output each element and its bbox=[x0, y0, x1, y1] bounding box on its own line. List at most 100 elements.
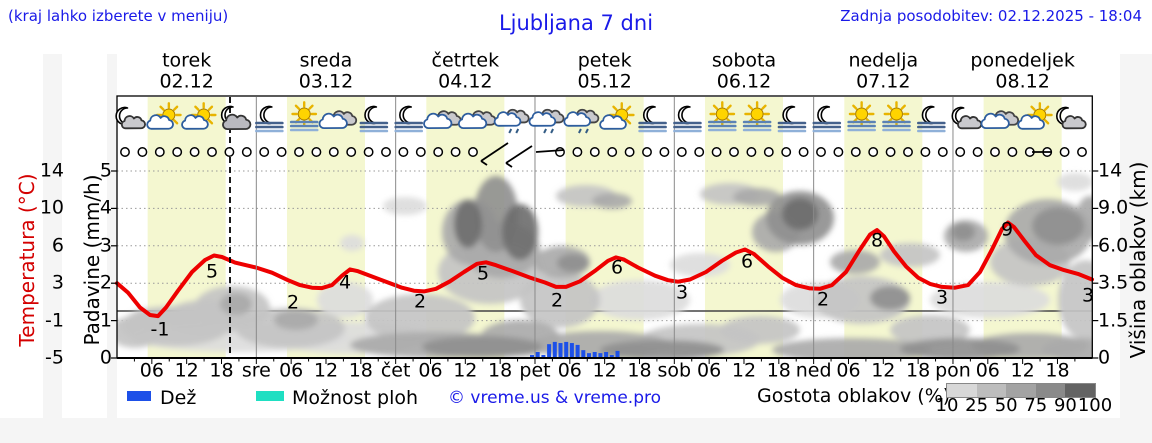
rain-legend-label: Dež bbox=[160, 387, 197, 409]
x-label-hour: 18 bbox=[766, 359, 791, 382]
calm-wind-circle bbox=[572, 147, 583, 157]
density-scale-value: 25 bbox=[965, 395, 989, 416]
moon-fog-icon bbox=[359, 105, 389, 133]
calm-wind-circle bbox=[328, 147, 339, 157]
calm-wind-circle bbox=[259, 147, 270, 157]
rain-bar bbox=[552, 341, 557, 358]
day-name-torek: torek bbox=[162, 49, 212, 72]
x-label-hour: 12 bbox=[1010, 359, 1035, 382]
calm-wind-circle bbox=[676, 147, 687, 157]
calm-wind-circle bbox=[955, 147, 966, 157]
cloud-blob bbox=[557, 254, 589, 272]
wind-barb-feather bbox=[505, 162, 513, 168]
x-label-hour: 18 bbox=[627, 359, 652, 382]
temperature-value-label: 3 bbox=[1081, 284, 1095, 307]
cloud-blob bbox=[340, 235, 364, 251]
rain-bar bbox=[609, 355, 614, 358]
temperature-value-label: 2 bbox=[286, 291, 300, 314]
calm-wind-circle bbox=[363, 147, 374, 157]
calm-wind-circle bbox=[920, 147, 931, 157]
copyright-link[interactable]: © vreme.us & vreme.pro bbox=[448, 388, 662, 408]
moon-fog-icon bbox=[812, 105, 842, 133]
calm-wind-circle bbox=[468, 147, 478, 157]
day-date-sobota: 06.12 bbox=[716, 70, 772, 93]
temp-tick: 10 bbox=[39, 196, 64, 219]
calm-wind-circle bbox=[624, 147, 635, 157]
sun-cloud-icon bbox=[181, 102, 217, 130]
temp-tick: -5 bbox=[45, 346, 64, 369]
cloud-blob bbox=[900, 338, 1020, 358]
x-label-hour: 06 bbox=[279, 359, 304, 382]
sun-cloud-icon bbox=[1017, 102, 1053, 130]
x-label-hour: 18 bbox=[1045, 359, 1070, 382]
cloud-blob bbox=[1032, 207, 1084, 245]
rain-bar bbox=[587, 353, 591, 358]
x-label-hour: 06 bbox=[697, 359, 722, 382]
cloud-blob bbox=[1042, 338, 1093, 358]
calm-wind-circle bbox=[659, 147, 670, 157]
calm-wind-circle bbox=[729, 147, 739, 157]
calm-wind-circle bbox=[798, 147, 809, 157]
temp-tick: -1 bbox=[45, 309, 64, 332]
calm-wind-circle bbox=[189, 147, 200, 157]
sun-cloud-icon bbox=[599, 102, 635, 130]
day-name-sreda: sreda bbox=[299, 49, 353, 72]
calm-wind-circle bbox=[1077, 147, 1087, 157]
x-label-day: sre bbox=[241, 359, 271, 382]
day-name-sobota: sobota bbox=[711, 49, 777, 72]
calm-wind-circle bbox=[937, 147, 948, 157]
cloud-blob bbox=[670, 253, 730, 277]
day-date-nedelja: 07.12 bbox=[856, 70, 911, 93]
calm-wind-circle bbox=[241, 147, 252, 157]
calm-wind-circle bbox=[711, 147, 722, 157]
cloud-drizzle-icon bbox=[528, 108, 565, 134]
calm-wind-circle bbox=[137, 147, 148, 157]
day-date-petek: 05.12 bbox=[577, 70, 632, 93]
cloud-blob bbox=[830, 250, 880, 274]
density-scale-value: 10 bbox=[935, 395, 959, 416]
temperature-value-label: 4 bbox=[338, 271, 352, 294]
x-label-day: pet bbox=[519, 359, 551, 382]
temperature-value-label: -1 bbox=[150, 318, 170, 341]
rain-bar bbox=[547, 344, 552, 358]
x-label-hour: 06 bbox=[418, 359, 443, 382]
cloud-icon bbox=[423, 110, 462, 130]
x-label-hour: 12 bbox=[592, 359, 617, 382]
calm-wind-circle bbox=[642, 147, 652, 157]
calm-wind-circle bbox=[694, 147, 705, 157]
cloud-blob bbox=[1058, 260, 1093, 340]
rain-bar bbox=[558, 343, 563, 358]
temperature-value-label: 3 bbox=[675, 281, 689, 304]
rain-bar bbox=[541, 355, 546, 358]
cloud-blob bbox=[520, 272, 600, 328]
temperature-value-label: 9 bbox=[1000, 218, 1014, 241]
precip-tick: 4 bbox=[99, 196, 112, 219]
calm-wind-circle bbox=[276, 147, 287, 157]
last-update-timestamp: Zadnja posodobitev: 02.12.2025 - 18:04 bbox=[840, 7, 1142, 25]
temperature-value-label: 5 bbox=[476, 262, 490, 285]
cloud-blob bbox=[422, 336, 542, 358]
sun-fog-icon bbox=[847, 101, 876, 132]
x-label-hour: 06 bbox=[557, 359, 582, 382]
cloud-blob bbox=[592, 193, 632, 209]
x-label-day: čet bbox=[380, 359, 411, 382]
cloud-height-axis-label: Višina oblakov (km) bbox=[1126, 161, 1150, 359]
x-label-hour: 06 bbox=[836, 359, 861, 382]
calm-wind-circle bbox=[781, 147, 792, 157]
cloud-blob bbox=[772, 338, 932, 358]
calm-wind-circle bbox=[172, 147, 183, 157]
cloud-drizzle-icon bbox=[563, 108, 600, 134]
x-label-hour: 12 bbox=[313, 359, 339, 382]
density-scale-value: 90 bbox=[1053, 395, 1077, 416]
cloud-blob bbox=[454, 200, 482, 248]
density-scale-segment bbox=[1035, 384, 1066, 397]
x-label-hour: 18 bbox=[209, 359, 234, 382]
calm-wind-circle bbox=[450, 147, 461, 157]
rain-bar bbox=[615, 350, 620, 358]
temperature-value-label: 5 bbox=[205, 260, 219, 283]
calm-wind-circle bbox=[555, 147, 565, 157]
density-scale-value: 50 bbox=[994, 395, 1018, 416]
cloud-blob bbox=[502, 204, 538, 260]
